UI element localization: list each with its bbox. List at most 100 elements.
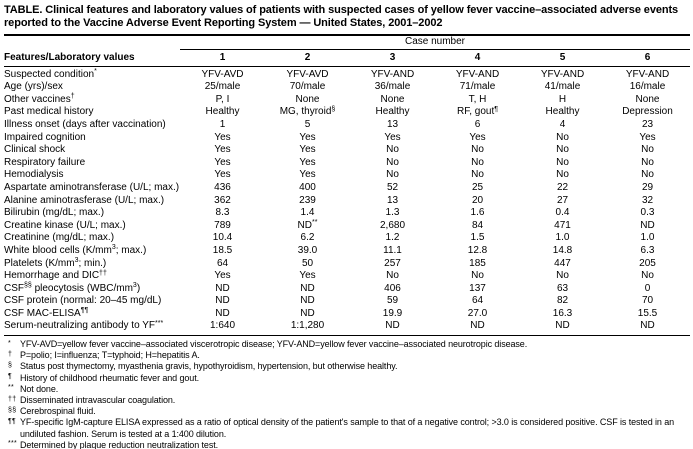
cell-value: 185 bbox=[469, 257, 486, 269]
table-body: Suspected condition* YFV-AVD YFV-AVD YFV-AN… bbox=[4, 66, 690, 337]
cell-value: 400 bbox=[299, 181, 316, 193]
cell-value: No bbox=[471, 270, 484, 282]
clinical-features-table: Case number Features/Laboratory values 1… bbox=[4, 36, 690, 337]
cell-value: 0.4 bbox=[555, 207, 570, 219]
cell-value: 16.3 bbox=[552, 307, 573, 319]
cell-value: No bbox=[471, 169, 484, 181]
cell-value: 789 bbox=[214, 219, 231, 231]
footnote: †† Disseminated intravascular coagulation… bbox=[4, 395, 690, 406]
cell-value: 1.2 bbox=[385, 232, 400, 244]
cell-value: 64 bbox=[216, 257, 229, 269]
cell-value: YFV-AND bbox=[370, 68, 415, 80]
cell-value: YFV-AND bbox=[455, 68, 500, 80]
case-column-header-1: 1 bbox=[180, 49, 265, 67]
case-column-header-4: 4 bbox=[435, 49, 520, 67]
cell-value: Yes bbox=[299, 131, 316, 143]
footnote: ¶¶ YF-specific IgM-capture ELISA expresse… bbox=[4, 417, 690, 439]
row-label: Bilirubin (mg/dL; max.) bbox=[4, 207, 105, 219]
footnote-text: History of childhood rheumatic fever and… bbox=[20, 372, 199, 383]
cell-value: ND bbox=[640, 219, 655, 231]
case-column-header-3: 3 bbox=[350, 49, 435, 67]
row-label: CSF protein (normal: 20–45 mg/dL) bbox=[4, 295, 162, 307]
cell-value: 16/male bbox=[629, 81, 666, 93]
footnote-text: YF-specific IgM-capture ELISA expressed … bbox=[20, 417, 675, 439]
cell-value: 6.3 bbox=[640, 244, 655, 256]
cell-value: 205 bbox=[639, 257, 656, 269]
cell-value: 1.0 bbox=[555, 232, 570, 244]
cell-value: 1.0 bbox=[640, 232, 655, 244]
table-row: Respiratory failure Yes Yes No No No No bbox=[4, 157, 690, 170]
table-row: Bilirubin (mg/dL; max.) 8.3 1.4 1.3 1.6 0.4 0.… bbox=[4, 207, 690, 220]
cell-value: YFV-AVD bbox=[286, 68, 329, 80]
footnote-text: Status post thymectomy, myasthenia gravi… bbox=[20, 361, 398, 372]
cell-value: 15.5 bbox=[637, 307, 658, 319]
table-row: Hemodialysis Yes Yes No No No No bbox=[4, 169, 690, 182]
footnote-marker: §§ bbox=[8, 406, 17, 414]
row-label: Creatine kinase (U/L; max.) bbox=[4, 219, 126, 231]
cell-value: 11.1 bbox=[383, 244, 402, 256]
cell-value: 32 bbox=[641, 194, 654, 206]
footnote-marker: †† bbox=[8, 395, 17, 403]
table-row: Suspected condition* YFV-AVD YFV-AVD YFV-AN… bbox=[4, 66, 690, 81]
cell-value: No bbox=[641, 169, 654, 181]
table-row: Impaired cognition Yes Yes Yes Yes No Yes bbox=[4, 132, 690, 145]
cell-value: No bbox=[386, 156, 399, 168]
table-row: Other vaccines† P, I None None T, H H None bbox=[4, 93, 690, 107]
cell-value: 84 bbox=[471, 219, 484, 231]
cell-value: ND bbox=[520, 320, 605, 337]
row-label: Aspartate aminotransferase (U/L; max.) bbox=[4, 181, 180, 193]
cell-value: 6.2 bbox=[300, 232, 315, 244]
cell-value: 59 bbox=[386, 295, 399, 307]
cell-value: Yes bbox=[384, 131, 401, 143]
cell-value: 14.8 bbox=[552, 244, 573, 256]
row-label: Hemorrhage and DIC†† bbox=[4, 269, 107, 282]
table-head: Case number Features/Laboratory values 1… bbox=[4, 36, 690, 67]
column-header-row: Features/Laboratory values 1 2 3 4 5 6 bbox=[4, 49, 690, 67]
case-column-header-6: 6 bbox=[605, 49, 690, 67]
cell-value: ND bbox=[300, 282, 315, 294]
cell-value: 257 bbox=[384, 257, 401, 269]
table-row: Platelets (K/mm3; min.) 64 50 257 185 447 205 bbox=[4, 257, 690, 271]
cell-value: No bbox=[386, 270, 399, 282]
cell-value: 13 bbox=[386, 194, 399, 206]
cell-value: Yes bbox=[214, 144, 231, 156]
cell-value: Depression bbox=[622, 106, 673, 118]
cell-value: 1 bbox=[219, 118, 226, 130]
table-row: Clinical shock Yes Yes No No No No bbox=[4, 144, 690, 157]
footnote: ** Not done. bbox=[4, 384, 690, 395]
cell-value: Yes bbox=[639, 131, 656, 143]
footnote-marker: ** bbox=[8, 384, 15, 392]
cell-value: 25 bbox=[471, 181, 484, 193]
span-header-spacer bbox=[4, 36, 180, 49]
cell-value: 63 bbox=[556, 282, 569, 294]
table-row: Alanine aminotrasferase (U/L; max.) 362 23… bbox=[4, 195, 690, 208]
row-label: Alanine aminotrasferase (U/L; max.) bbox=[4, 194, 165, 206]
cell-value: Yes bbox=[214, 131, 231, 143]
cell-value: 82 bbox=[556, 295, 569, 307]
cell-value: 362 bbox=[214, 194, 231, 206]
cell-value: None bbox=[635, 93, 660, 105]
cell-value: No bbox=[471, 144, 484, 156]
footnote-text: P=polio; I=influenza; T=typhoid; H=hepat… bbox=[20, 350, 200, 361]
cell-value: No bbox=[471, 156, 484, 168]
table-row: Past medical history Healthy MG, thyroid§ H… bbox=[4, 106, 690, 119]
cell-value: Yes bbox=[299, 156, 316, 168]
cell-value: No bbox=[556, 270, 569, 282]
table-row: White blood cells (K/mm3; max.) 18.5 39.0 1… bbox=[4, 244, 690, 258]
cell-value: 8.3 bbox=[215, 207, 230, 219]
cell-value: Yes bbox=[214, 156, 231, 168]
footnote: * YFV-AVD=yellow fever vaccine–associated… bbox=[4, 339, 690, 350]
row-label: Respiratory failure bbox=[4, 156, 86, 168]
cell-value: 1:1,280 bbox=[265, 320, 350, 337]
cell-value: 52 bbox=[386, 181, 399, 193]
cell-value: 13 bbox=[386, 118, 399, 130]
cell-value: 1:640 bbox=[180, 320, 265, 337]
cell-value: 2,680 bbox=[379, 219, 406, 231]
cell-value: YFV-AVD bbox=[201, 68, 244, 80]
footnote-marker: ¶¶ bbox=[8, 417, 17, 425]
case-column-header-2: 2 bbox=[265, 49, 350, 67]
cell-value: 447 bbox=[554, 257, 571, 269]
cell-value: ND bbox=[435, 320, 520, 337]
row-label: Creatinine (mg/dL; max.) bbox=[4, 232, 115, 244]
row-label: Age (yrs)/sex bbox=[4, 81, 63, 93]
